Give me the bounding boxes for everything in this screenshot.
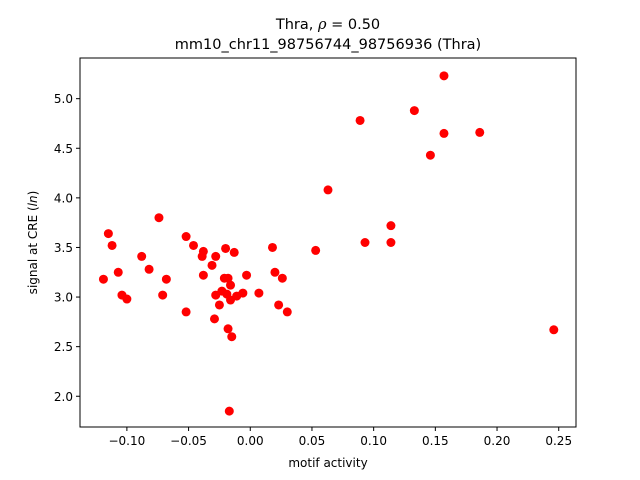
plot-frame [79, 57, 577, 428]
data-point [282, 307, 292, 317]
data-point [214, 300, 224, 310]
data-point [207, 260, 217, 270]
x-tick-label: −0.10 [108, 434, 145, 448]
data-point [227, 332, 237, 342]
data-point [360, 238, 370, 247]
data-point [122, 294, 132, 304]
data-point [209, 314, 219, 324]
data-point [224, 406, 234, 416]
data-point [223, 273, 233, 283]
data-point [198, 246, 208, 256]
y-tick-label: 2.5 [54, 340, 73, 354]
data-point [161, 274, 171, 284]
data-point [144, 264, 154, 274]
data-point [98, 274, 108, 284]
data-point [154, 213, 164, 223]
y-axis: 2.0 2.5 3.0 3.5 4.0 4.5 5.0 [54, 92, 80, 404]
y-tick-label: 4.5 [54, 142, 73, 156]
chart-title: Thra, ρ = 0.50 [275, 17, 380, 33]
x-axis-label: motif activity [288, 456, 367, 470]
x-tick-label: 0.10 [360, 434, 387, 448]
x-tick-label: 0.00 [237, 434, 264, 448]
data-point [267, 242, 277, 252]
data-point [323, 185, 333, 195]
data-point [211, 251, 221, 261]
data-point [198, 270, 208, 280]
data-point [409, 106, 419, 116]
data-point [226, 280, 236, 290]
y-tick-label: 5.0 [54, 92, 73, 106]
data-points [98, 71, 559, 416]
x-tick-label: 0.25 [545, 434, 572, 448]
data-point [113, 267, 123, 277]
data-point [238, 288, 248, 298]
data-point [274, 300, 284, 310]
data-point [355, 115, 365, 125]
data-point [254, 288, 264, 298]
data-point [181, 307, 191, 317]
data-point [242, 270, 252, 280]
data-point [386, 238, 396, 247]
data-point [311, 245, 321, 255]
data-point [223, 324, 233, 334]
data-point [137, 251, 147, 261]
data-point [221, 243, 231, 253]
data-point [181, 232, 191, 242]
data-point [475, 127, 485, 137]
data-point [425, 150, 435, 160]
data-point [270, 267, 280, 277]
data-point [549, 325, 559, 335]
data-point [439, 128, 449, 138]
x-tick-label: 0.15 [422, 434, 449, 448]
y-tick-label: 3.5 [54, 241, 73, 255]
data-point [439, 71, 449, 81]
chart-subtitle: mm10_chr11_98756744_98756936 (Thra) [175, 37, 481, 53]
y-axis-label: signal at CRE (ln) [26, 191, 40, 295]
data-point [107, 240, 117, 250]
data-point [103, 229, 113, 239]
data-point [189, 240, 199, 250]
x-tick-label: 0.05 [299, 434, 326, 448]
y-tick-label: 4.0 [54, 191, 73, 205]
y-tick-label: 2.0 [54, 390, 73, 404]
x-tick-label: −0.05 [170, 434, 207, 448]
y-tick-label: 3.0 [54, 291, 73, 305]
x-axis: −0.10 −0.05 0.00 0.05 0.10 0.15 0.20 0.25 [108, 427, 572, 448]
data-point [229, 247, 239, 257]
data-point [158, 290, 168, 300]
data-point [277, 273, 287, 283]
data-point [386, 221, 396, 231]
x-tick-label: 0.20 [484, 434, 511, 448]
